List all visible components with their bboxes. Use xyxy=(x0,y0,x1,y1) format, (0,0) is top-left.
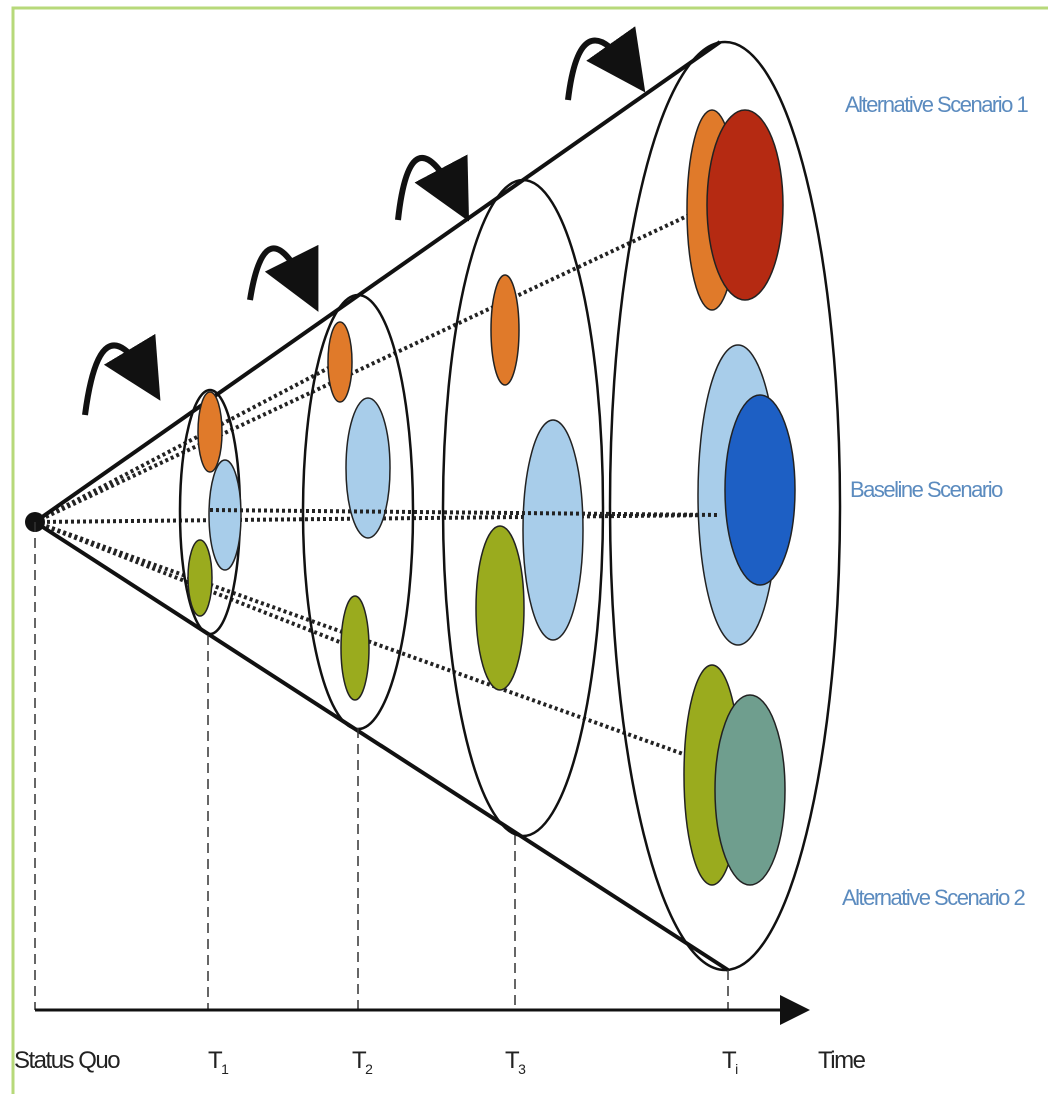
frame xyxy=(11,6,1048,1094)
time-label: T3 xyxy=(505,1047,526,1077)
time-markers xyxy=(34,522,729,1010)
scenario-label: Alternative Scenario 2 xyxy=(842,885,1025,910)
origin-label: Status Quo xyxy=(14,1047,120,1074)
cone xyxy=(33,40,730,972)
transition-arcs xyxy=(82,26,646,416)
inner-lines xyxy=(209,508,721,517)
scenario-label: Baseline Scenario xyxy=(850,477,1003,502)
time-label: T2 xyxy=(352,1047,373,1077)
axis-label: Time xyxy=(818,1047,866,1074)
scenario-blobs xyxy=(187,109,796,886)
scenario-label: Alternative Scenario 1 xyxy=(845,92,1028,117)
time-label: T1 xyxy=(208,1047,229,1077)
